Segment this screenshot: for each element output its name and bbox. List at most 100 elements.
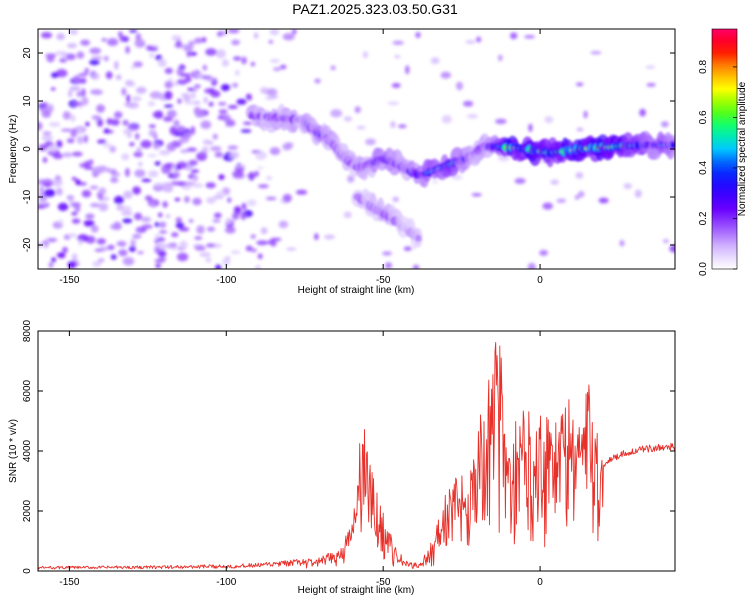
heatmap-cell — [253, 32, 259, 39]
heatmap-cell — [218, 174, 225, 181]
heatmap-cell — [119, 35, 126, 42]
heatmap-cell — [230, 250, 241, 255]
heatmap-cell — [42, 131, 52, 135]
heatmap-cell — [41, 102, 48, 108]
heatmap-cell — [150, 201, 156, 208]
heatmap-cell — [120, 205, 132, 213]
heatmap-cell — [67, 43, 77, 49]
heatmap-cell — [91, 55, 103, 61]
heatmap-cell — [391, 83, 401, 88]
heatmap-cell — [265, 196, 277, 201]
heatmap-cell — [495, 118, 507, 125]
heatmap-cell — [56, 69, 68, 78]
heatmap-cell — [362, 51, 369, 59]
heatmap-cell — [347, 175, 355, 183]
heatmap-cell — [186, 51, 191, 58]
heatmap-cell — [254, 170, 260, 177]
heatmap-cell — [157, 58, 167, 68]
heatmap-cell — [107, 38, 119, 47]
heatmap-cell — [269, 59, 280, 63]
heatmap-cell — [314, 78, 321, 84]
heatmap-cell — [330, 109, 343, 118]
heatmap-cell — [124, 79, 134, 87]
heatmap-cell — [110, 119, 120, 126]
heatmap-cell — [162, 201, 168, 208]
heatmap-cell — [154, 161, 161, 166]
snr-x-tick-label: -50 — [376, 577, 391, 588]
heatmap-cell — [174, 197, 181, 202]
heatmap-cell — [141, 224, 153, 230]
heatmap-cell — [173, 119, 180, 127]
heatmap-cell — [46, 54, 55, 63]
heatmap-cell — [171, 164, 177, 171]
heatmap-cell — [43, 182, 52, 187]
heatmap-cell — [51, 72, 59, 78]
snr-x-ticks: -150 -100 -50 0 — [59, 331, 543, 588]
heatmap-cell — [282, 33, 295, 41]
heatmap-cell — [152, 111, 162, 118]
heatmap-cell — [646, 83, 656, 87]
heatmap-cell — [292, 29, 297, 35]
heatmap-cell — [153, 142, 160, 150]
heatmap-cell — [130, 239, 136, 248]
heatmap-cell — [192, 100, 201, 105]
heatmap-cell — [196, 225, 205, 235]
heatmap-cell — [183, 132, 192, 139]
heatmap-cell — [183, 181, 195, 185]
heatmap-cell — [356, 126, 366, 130]
heatmap-cell — [97, 139, 107, 144]
heatmap-cell — [211, 89, 220, 97]
heatmap-cell — [66, 138, 75, 144]
heatmap-cell — [71, 151, 83, 157]
heatmap-cell — [76, 135, 84, 145]
heatmap-cell — [232, 171, 244, 177]
heatmap-cell — [210, 146, 222, 152]
heatmap-cell — [192, 197, 202, 206]
heatmap-cell — [91, 115, 102, 120]
heatmap-cell — [81, 96, 89, 106]
heatmap-cell — [48, 262, 54, 268]
heatmap-cell — [440, 71, 451, 79]
heatmap-cell — [126, 94, 131, 104]
heatmap-cell — [225, 217, 232, 225]
heatmap-cell — [227, 145, 239, 150]
heatmap-cell — [172, 81, 179, 87]
heatmap-cell — [217, 31, 223, 37]
heatmap-cell — [165, 214, 171, 219]
heatmap-cell — [81, 88, 86, 97]
heatmap-cell — [96, 238, 107, 245]
heatmap-cell — [68, 89, 73, 98]
heatmap-cell — [79, 162, 89, 168]
heatmap-cell — [191, 183, 204, 188]
heatmap-cell — [246, 199, 257, 207]
heatmap-cell — [241, 56, 247, 65]
heatmap-cell — [227, 105, 238, 109]
heatmap-cell — [70, 129, 77, 138]
heatmap-cell — [40, 32, 53, 39]
heatmap-cell — [257, 166, 264, 170]
colorbar-frame — [711, 28, 738, 270]
heatmap-cell — [203, 96, 208, 104]
heatmap-cell — [133, 151, 143, 158]
heatmap-cell — [645, 65, 656, 69]
heatmap-cell — [41, 110, 51, 118]
heatmap-cell — [205, 243, 216, 248]
heatmap-cell — [38, 200, 48, 205]
heatmap-cell — [324, 234, 335, 240]
heatmap-cell — [71, 253, 78, 263]
heatmap-cell — [62, 152, 73, 158]
heatmap-cell — [56, 33, 65, 41]
heatmap-cell — [354, 106, 361, 114]
heatmap-cell — [574, 195, 580, 200]
heatmap-cell — [201, 37, 207, 43]
heatmap-cell — [215, 264, 222, 269]
heatmap-cell — [39, 186, 44, 193]
heatmap-cell — [441, 114, 452, 124]
heatmap-cell — [43, 189, 56, 197]
heatmap-cell — [102, 142, 112, 148]
snr-y-tick-label: 0 — [22, 568, 33, 574]
heatmap-cell — [583, 110, 588, 119]
heatmap-x-label: Height of straight line (km) — [298, 285, 415, 296]
heatmap-cell — [661, 121, 669, 128]
